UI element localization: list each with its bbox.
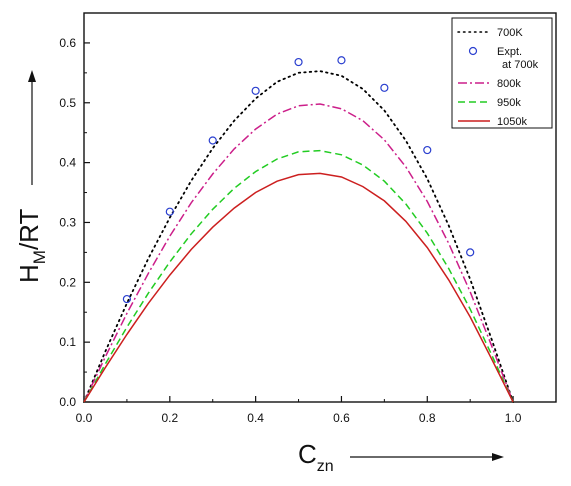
axis-ticks — [83, 12, 514, 403]
expt-point — [208, 136, 217, 145]
legend-box — [451, 17, 553, 129]
x-tick-label: 1.0 — [505, 411, 522, 425]
expt-point — [294, 57, 303, 67]
series-line-1050k — [83, 172, 514, 403]
legend-label: 800k — [497, 78, 521, 90]
legend-label: 1050k — [497, 116, 527, 128]
x-axis-label-main: C — [298, 439, 317, 469]
legend: 700K Expt.at 700k 800k 950k 1050k — [451, 17, 553, 129]
legend-label: Expt. — [497, 46, 522, 58]
expt-point — [380, 83, 389, 92]
x-axis-label-sub: zn — [317, 458, 334, 475]
x-tick-label: 0.0 — [76, 411, 93, 425]
y-tick-label: 0.3 — [59, 215, 76, 229]
series-layer — [83, 56, 514, 403]
series-line-800k — [83, 103, 514, 403]
legend-marker — [468, 46, 478, 56]
legend-label: 700K — [497, 27, 523, 39]
expt-point — [423, 145, 432, 155]
y-axis-arrow-head — [28, 70, 36, 82]
expt-point — [251, 86, 260, 95]
x-tick-label: 0.8 — [419, 411, 436, 425]
y-tick-label: 0.6 — [59, 36, 76, 50]
x-tick-label: 0.4 — [247, 411, 264, 425]
y-tick-label: 0.0 — [59, 395, 76, 409]
y-axis-label-main: H — [14, 264, 44, 283]
y-axis-label-tail: /RT — [14, 209, 44, 251]
expt-point — [122, 294, 132, 304]
x-tick-label: 0.6 — [333, 411, 350, 425]
expt-point — [466, 248, 475, 257]
y-tick-label: 0.2 — [59, 275, 76, 289]
legend-label-line2: at 700k — [502, 59, 539, 71]
series-line-700k — [83, 70, 514, 403]
y-tick-label: 0.1 — [59, 335, 76, 349]
plot-frame — [83, 12, 557, 403]
tick-labels: 0.0 0.2 0.4 0.6 0.8 1.0 0.0 0.1 0.2 0.3 0.4 0.5 0.6 — [59, 36, 521, 425]
y-axis-label-sub: M — [30, 250, 49, 264]
expt-point — [165, 207, 174, 216]
y-tick-label: 0.5 — [59, 96, 76, 110]
x-axis-arrow-head — [492, 453, 504, 461]
y-tick-label: 0.4 — [59, 156, 76, 170]
y-axis-label: HM/RT — [14, 209, 49, 283]
x-tick-label: 0.2 — [161, 411, 178, 425]
x-axis-label: Czn — [298, 439, 334, 475]
legend-label: 950k — [497, 97, 521, 109]
series-line-950k — [83, 149, 514, 403]
expt-point — [337, 56, 346, 65]
